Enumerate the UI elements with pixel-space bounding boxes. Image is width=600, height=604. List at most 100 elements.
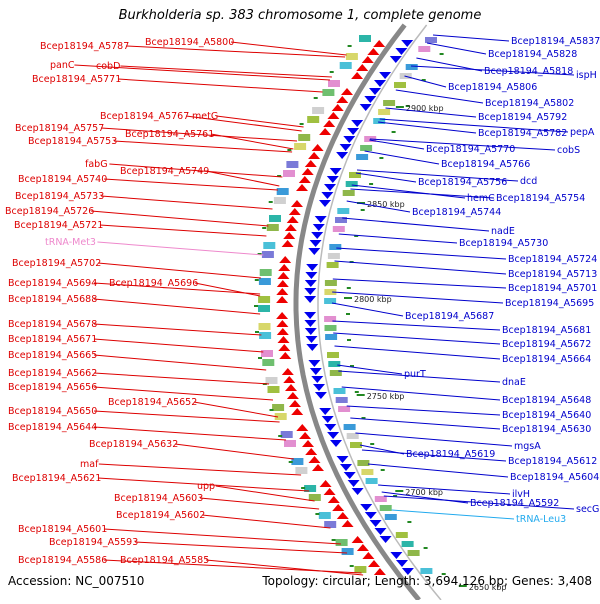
forward-gene-arrow — [321, 192, 334, 199]
left-label-connector — [100, 195, 273, 210]
right-label-connector — [350, 417, 501, 430]
reverse-gene-arrow — [276, 288, 289, 295]
right-gene-label: Bcep18194_A5630 — [502, 424, 591, 435]
feature-block — [326, 262, 339, 268]
left-gene-label: Bcep18194_A5593 — [49, 537, 138, 548]
right-label-connector — [369, 139, 425, 150]
left-label-connector — [97, 241, 264, 256]
page-title: Burkholderia sp. 383 chromosome 1, compl… — [118, 8, 482, 23]
left-label-connector — [174, 443, 294, 460]
kbp-label: 2750 kbp — [367, 392, 405, 401]
left-label-connector — [216, 115, 304, 128]
reverse-gene-arrow — [331, 104, 344, 111]
feature-block — [329, 244, 342, 250]
left-label-connector — [205, 170, 280, 187]
right-label-connector — [337, 364, 403, 375]
right-gene-label: Bcep18194_A5604 — [510, 472, 599, 483]
feature-block — [263, 242, 276, 249]
reverse-gene-arrow — [276, 280, 289, 287]
feature-block — [322, 89, 335, 96]
left-gene-label: Bcep18194_A5603 — [114, 493, 203, 504]
feature-block — [324, 289, 337, 295]
feature-block — [259, 269, 272, 276]
reverse-gene-arrow — [304, 160, 317, 167]
scale-tick — [347, 45, 352, 47]
forward-gene-arrow — [347, 480, 360, 487]
reverse-gene-arrow — [296, 424, 309, 431]
right-label-connector — [364, 150, 440, 165]
feature-block — [308, 494, 321, 501]
feature-block — [345, 181, 358, 187]
scale-tick — [269, 409, 274, 411]
right-label-connector — [367, 463, 509, 478]
forward-gene-arrow — [304, 280, 317, 287]
right-label-connector — [351, 184, 466, 199]
right-label-connector — [338, 370, 501, 383]
left-gene-label: Bcep18194_A5800 — [145, 37, 234, 48]
forward-gene-arrow — [311, 376, 324, 383]
left-label-connector — [93, 410, 280, 423]
forward-gene-arrow — [395, 48, 408, 55]
right-gene-label: Bcep18194_A5770 — [426, 144, 515, 155]
left-gene-label: maf — [80, 459, 99, 470]
reverse-gene-arrow — [305, 448, 318, 455]
feature-block — [328, 361, 341, 367]
scale-tick — [370, 443, 375, 445]
right-gene-label: Bcep18194_A5687 — [405, 311, 494, 322]
reverse-gene-arrow — [312, 464, 324, 471]
right-gene-label: secG — [576, 504, 599, 515]
left-label-connector — [93, 323, 262, 336]
right-label-connector — [338, 233, 458, 244]
right-gene-label: Bcep18194_A5754 — [496, 193, 585, 204]
right-label-connector — [332, 278, 507, 289]
forward-gene-arrow — [351, 120, 364, 127]
forward-gene-arrow — [304, 296, 317, 303]
feature-block — [329, 370, 342, 376]
right-gene-label: cobS — [557, 145, 580, 156]
forward-gene-arrow — [401, 40, 414, 47]
reverse-gene-arrow — [286, 392, 299, 399]
scale-tick — [288, 461, 293, 463]
reverse-gene-arrow — [356, 64, 369, 71]
left-label-connector — [103, 528, 341, 545]
forward-gene-arrow — [374, 528, 387, 535]
right-gene-label: Bcep18194_A5664 — [502, 354, 591, 365]
forward-gene-arrow — [329, 168, 342, 175]
scale-tick — [379, 157, 384, 159]
reverse-gene-arrow — [283, 232, 296, 239]
forward-gene-arrow — [321, 416, 334, 423]
left-gene-label: Bcep18194_A5757 — [15, 123, 104, 134]
feature-block — [258, 278, 271, 285]
left-gene-label: Bcep18194_A5787 — [40, 41, 129, 52]
scale-tick — [268, 201, 273, 203]
right-gene-label: hemC — [467, 193, 495, 204]
forward-gene-arrow — [330, 440, 342, 447]
feature-block — [342, 190, 355, 196]
forward-gene-arrow — [308, 248, 321, 255]
feature-block — [335, 397, 348, 403]
scale-tick — [257, 253, 262, 255]
feature-block — [343, 424, 356, 430]
left-label-connector — [74, 64, 331, 81]
right-label-connector — [379, 118, 569, 133]
feature-block — [307, 116, 320, 123]
left-gene-label: Bcep18194_A5665 — [8, 350, 97, 361]
forward-gene-arrow — [324, 424, 337, 431]
left-label-connector — [125, 45, 346, 58]
left-label-connector — [109, 163, 283, 178]
reverse-gene-arrow — [367, 48, 380, 55]
left-label-connector — [199, 497, 320, 510]
right-gene-label: Bcep18194_A5701 — [508, 283, 597, 294]
right-gene-label: Bcep18194_A5592 — [470, 498, 559, 509]
reverse-gene-arrow — [279, 352, 292, 359]
reverse-gene-arrow — [279, 256, 292, 263]
feature-block — [379, 505, 392, 511]
feature-block — [318, 512, 331, 519]
right-gene-label: Bcep18194_A5619 — [406, 449, 495, 460]
scale-tick — [255, 331, 259, 333]
right-label-connector — [350, 188, 495, 199]
feature-block — [332, 226, 345, 232]
scale-tick — [380, 469, 385, 471]
forward-gene-arrow — [309, 368, 322, 375]
forward-gene-arrow — [309, 240, 322, 247]
